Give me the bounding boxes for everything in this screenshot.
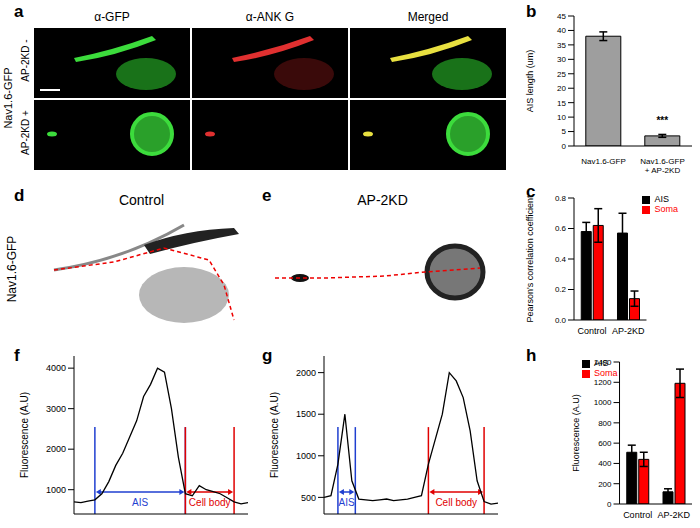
svg-text:25: 25	[557, 70, 566, 79]
svg-text:AIS: AIS	[339, 497, 355, 508]
svg-text:800: 800	[598, 419, 612, 428]
svg-text:0: 0	[607, 500, 612, 509]
svg-text:35: 35	[557, 41, 566, 50]
svg-text:Cell body: Cell body	[189, 497, 231, 508]
svg-text:400: 400	[598, 459, 612, 468]
svg-text:1000: 1000	[46, 485, 66, 495]
svg-text:Nav1.6-GFP+ AP-2KD: Nav1.6-GFP+ AP-2KD	[640, 157, 684, 175]
svg-text:20: 20	[557, 84, 566, 93]
svg-text:2000: 2000	[46, 444, 66, 454]
svg-text:AP-2KD: AP-2KD	[612, 326, 645, 336]
svg-text:500: 500	[301, 493, 316, 503]
svg-text:30: 30	[557, 55, 566, 64]
svg-text:200: 200	[598, 480, 612, 489]
svg-text:10: 10	[557, 113, 566, 122]
svg-text:Cell body: Cell body	[435, 497, 477, 508]
svg-text:0.4: 0.4	[555, 255, 567, 264]
svg-text:Control: Control	[578, 326, 607, 336]
svg-text:1000: 1000	[296, 451, 316, 461]
svg-text:3000: 3000	[46, 404, 66, 414]
svg-text:Pearson's correlation coeffici: Pearson's correlation coefficient	[525, 195, 535, 323]
svg-text:2000: 2000	[296, 368, 316, 378]
svg-text:1000: 1000	[594, 398, 612, 407]
svg-text:0: 0	[562, 142, 567, 151]
svg-text:15: 15	[557, 99, 566, 108]
svg-text:1500: 1500	[296, 409, 316, 419]
svg-text:Fluorescence (A.U): Fluorescence (A.U)	[269, 392, 280, 478]
svg-text:AIS length (um): AIS length (um)	[525, 50, 535, 113]
svg-text:1400: 1400	[594, 358, 612, 367]
svg-text:1200: 1200	[594, 378, 612, 387]
svg-text:0.2: 0.2	[555, 285, 567, 294]
svg-text:600: 600	[598, 439, 612, 448]
svg-text:0.0: 0.0	[555, 316, 567, 325]
svg-text:Nav1.6-GFP: Nav1.6-GFP	[581, 157, 625, 166]
svg-text:Fluorescence (A.U): Fluorescence (A.U)	[571, 394, 581, 472]
svg-text:AIS: AIS	[132, 497, 148, 508]
svg-text:40: 40	[557, 26, 566, 35]
svg-text:AP-2KD: AP-2KD	[658, 510, 691, 520]
svg-text:0.8: 0.8	[555, 194, 567, 203]
svg-text:Fluorescence (A.U): Fluorescence (A.U)	[19, 392, 30, 478]
svg-text:Control: Control	[623, 510, 652, 520]
svg-text:45: 45	[557, 12, 566, 21]
svg-text:0.6: 0.6	[555, 224, 567, 233]
svg-text:5: 5	[562, 127, 567, 136]
svg-text:***: ***	[656, 115, 668, 126]
svg-text:4000: 4000	[46, 363, 66, 373]
